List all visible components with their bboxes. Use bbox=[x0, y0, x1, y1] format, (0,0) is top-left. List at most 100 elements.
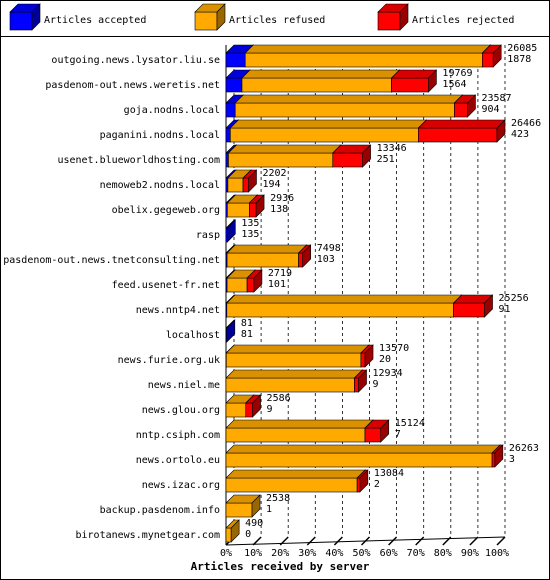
bar-segment bbox=[225, 219, 237, 243]
bar-front bbox=[377, 11, 401, 31]
bar-side bbox=[252, 394, 261, 418]
accepted-label: 423 bbox=[511, 129, 529, 140]
total-label: 15124 bbox=[395, 418, 425, 429]
bar-side bbox=[364, 344, 374, 368]
accepted-label: 101 bbox=[268, 279, 286, 290]
accepted-label: 81 bbox=[241, 329, 253, 340]
bar-side bbox=[248, 169, 257, 193]
total-label: 135 bbox=[241, 218, 259, 229]
bar-segment bbox=[417, 119, 506, 143]
bar-front bbox=[227, 177, 244, 193]
bar-front bbox=[332, 152, 363, 168]
bar-segment bbox=[225, 469, 366, 493]
category-label: goja.nodns.local bbox=[124, 105, 220, 116]
bar-segment bbox=[297, 244, 312, 268]
bar-segment bbox=[225, 319, 236, 343]
legend-label: Articles refused bbox=[229, 15, 325, 26]
category-label: localhost bbox=[166, 330, 220, 341]
bar-segment bbox=[234, 94, 464, 118]
bar-front bbox=[418, 127, 498, 143]
total-label: 19769 bbox=[442, 68, 472, 79]
bar-side bbox=[484, 294, 493, 318]
category-label: news.ortolo.eu bbox=[136, 455, 220, 466]
tick-mark bbox=[442, 536, 452, 546]
total-label: 13570 bbox=[379, 343, 409, 354]
legend-item: Articles rejected bbox=[377, 3, 514, 31]
bar-front bbox=[230, 127, 419, 143]
total-label: 26263 bbox=[509, 443, 539, 454]
legend-label: Articles accepted bbox=[44, 15, 146, 26]
bar-segment bbox=[481, 44, 502, 68]
bar-segment bbox=[491, 444, 504, 468]
bar-segment bbox=[225, 369, 364, 393]
bar-side bbox=[230, 519, 240, 543]
bar-segment bbox=[227, 144, 342, 168]
bar-segment bbox=[360, 344, 374, 368]
bar-top bbox=[225, 369, 364, 379]
tick-mark bbox=[415, 536, 425, 546]
bar-side bbox=[226, 319, 236, 343]
bar-segment bbox=[229, 119, 428, 143]
bar-front bbox=[298, 252, 303, 268]
category-label: news.nntp4.net bbox=[136, 305, 220, 316]
category-label: usenet.blueworldhosting.com bbox=[57, 155, 220, 166]
accepted-label: 1564 bbox=[442, 79, 466, 90]
bar-front bbox=[226, 302, 454, 318]
bar-front bbox=[9, 11, 33, 31]
bar-front bbox=[228, 152, 334, 168]
bar-side bbox=[492, 44, 502, 68]
bar-front bbox=[482, 52, 494, 68]
category-label: obelix.gegeweb.org bbox=[112, 205, 220, 216]
bar-front bbox=[194, 11, 218, 31]
bar-segment bbox=[332, 144, 372, 168]
bar-front bbox=[225, 127, 231, 143]
bar-front bbox=[225, 102, 236, 118]
category-label: news.glou.org bbox=[142, 405, 220, 416]
bar-front bbox=[249, 202, 257, 218]
bar-front bbox=[226, 252, 299, 268]
bar-side bbox=[302, 244, 311, 268]
accepted-label: 0 bbox=[245, 529, 251, 540]
x-tick-label: 40% bbox=[325, 548, 343, 559]
bar-side bbox=[494, 444, 504, 468]
x-tick-label: 80% bbox=[434, 548, 452, 559]
category-label: outgoing.news.lysator.liu.se bbox=[51, 55, 220, 66]
bar-front bbox=[241, 77, 392, 93]
accepted-label: 138 bbox=[270, 204, 288, 215]
bar-side bbox=[216, 3, 226, 31]
accepted-label: 3 bbox=[509, 454, 515, 465]
bar-side bbox=[380, 419, 390, 443]
category-label: news.niel.me bbox=[148, 380, 220, 391]
total-label: 13084 bbox=[374, 468, 404, 479]
accepted-label: 9 bbox=[373, 379, 379, 390]
bar-segment bbox=[364, 419, 390, 443]
bar-front bbox=[356, 477, 361, 493]
bar-front bbox=[225, 427, 366, 443]
bar-segment bbox=[390, 69, 438, 93]
accepted-label: 103 bbox=[317, 254, 335, 265]
accepted-label: 251 bbox=[377, 154, 395, 165]
bar-side bbox=[253, 269, 263, 293]
bar-top bbox=[225, 469, 366, 479]
bar-side bbox=[362, 144, 371, 168]
x-tick-label: 30% bbox=[298, 548, 316, 559]
bar-segment bbox=[244, 44, 492, 68]
bar-side bbox=[227, 219, 236, 243]
bar-side bbox=[467, 94, 476, 118]
category-label: rasp bbox=[196, 230, 220, 241]
accepted-label: 135 bbox=[241, 229, 259, 240]
accepted-label: 1878 bbox=[507, 54, 531, 65]
bar-segment bbox=[225, 494, 261, 518]
bar-segment bbox=[356, 469, 369, 493]
bar-front bbox=[225, 152, 229, 168]
bar-front bbox=[364, 427, 382, 443]
legend-item: Articles refused bbox=[194, 3, 325, 31]
category-label: nntp.csiph.com bbox=[136, 430, 220, 441]
x-tick-label: 50% bbox=[352, 548, 370, 559]
bar-front bbox=[225, 402, 247, 418]
legend-label: Articles rejected bbox=[412, 15, 514, 26]
bar-top bbox=[244, 44, 492, 54]
category-label: paganini.nodns.local bbox=[100, 130, 220, 141]
tick-mark bbox=[469, 536, 479, 546]
